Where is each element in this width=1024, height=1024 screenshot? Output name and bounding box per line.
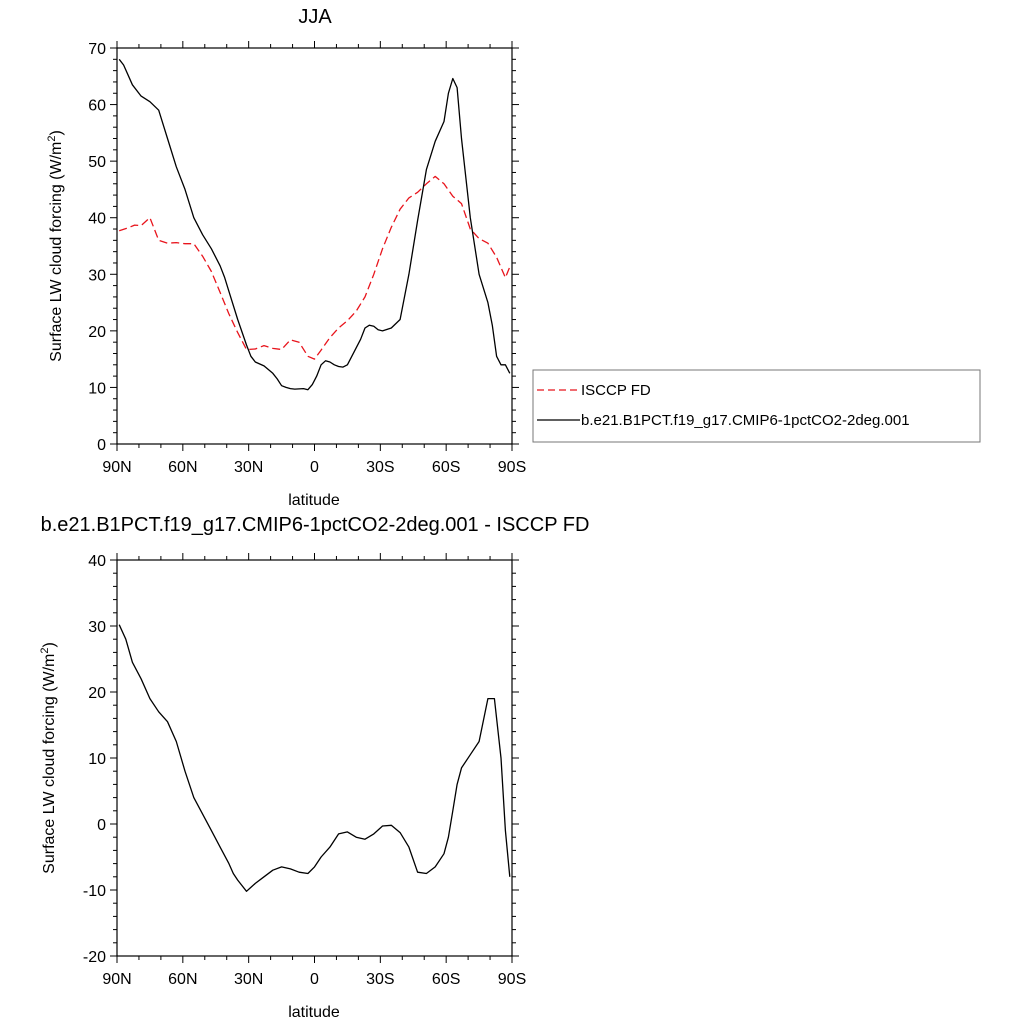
top-y-tick-label: 0 [97,437,106,454]
top-legend: ISCCP FD b.e21.B1PCT.f19_g17.CMIP6-1pctC… [532,369,981,443]
top-y-tick-label: 50 [88,154,106,171]
legend-label-model: b.e21.B1PCT.f19_g17.CMIP6-1pctCO2-2deg.0… [581,412,910,429]
top-x-axis: 90N 60N 30N 0 30S 60S 90S [102,41,526,476]
bottom-panel: b.e21.B1PCT.f19_g17.CMIP6-1pctCO2-2deg.0… [39,514,589,1021]
bottom-y-axis-label-close: ) [41,642,58,647]
top-y-tick-label: 10 [88,380,106,397]
top-x-tick-label: 90N [102,459,131,476]
bottom-y-tick-label: 20 [88,685,106,702]
bottom-x-tick-label: 90N [102,971,131,988]
bottom-plot-frame [116,559,513,957]
bottom-y-tick-label: 10 [88,751,106,768]
top-y-axis-label: Surface LW cloud forcing (W/m2) [46,130,65,362]
top-x-tick-label: 60S [432,459,460,476]
top-x-tick-label: 0 [310,459,319,476]
top-x-tick-label: 90S [498,459,526,476]
top-y-tick-label: 30 [88,267,106,284]
top-x-tick-label: 60N [168,459,197,476]
bottom-x-tick-label: 60N [168,971,197,988]
bottom-y-axis-label-sup: 2 [39,647,51,653]
top-y-tick-label: 70 [88,41,106,58]
legend-label-isccp: ISCCP FD [581,382,651,399]
bottom-x-axis-label: latitude [288,1004,340,1021]
top-x-tick-label: 30N [234,459,263,476]
top-y-tick-label: 60 [88,98,106,115]
top-series-line-1 [118,58,511,391]
bottom-series-line-0 [118,624,511,892]
bottom-x-tick-label: 30S [366,971,394,988]
top-series-line-0 [119,175,511,360]
top-x-tick-label: 30S [366,459,394,476]
top-y-tick-label: 20 [88,324,106,341]
bottom-x-tick-label: 90S [498,971,526,988]
top-y-axis-label-main: Surface LW cloud forcing (W/m [48,142,65,362]
top-y-axis-label-close: ) [48,130,65,135]
bottom-y-axis-label-main: Surface LW cloud forcing (W/m [41,654,58,874]
legend-box [532,369,981,443]
bottom-chart-title: b.e21.B1PCT.f19_g17.CMIP6-1pctCO2-2deg.0… [41,514,590,536]
bottom-y-tick-label: -20 [83,949,106,966]
bottom-x-tick-label: 30N [234,971,263,988]
bottom-y-tick-label: 0 [97,817,106,834]
top-series-group [118,58,511,391]
bottom-x-tick-label: 0 [310,971,319,988]
bottom-x-tick-label: 60S [432,971,460,988]
top-plot-frame [116,47,513,445]
bottom-y-tick-label: 30 [88,619,106,636]
bottom-series-group [118,624,511,892]
top-x-axis-label: latitude [288,492,340,509]
top-chart-title: JJA [298,6,332,28]
bottom-y-axis-label: Surface LW cloud forcing (W/m2) [39,642,58,874]
bottom-y-tick-label: 40 [88,553,106,570]
top-y-tick-label: 40 [88,211,106,228]
top-y-axis: 0 10 20 30 40 50 60 70 [88,41,519,454]
bottom-y-tick-label: -10 [83,883,106,900]
bottom-x-axis: 90N 60N 30N 0 30S 60S 90S [102,553,526,988]
bottom-y-axis: -20 -10 0 10 20 30 40 [83,553,519,966]
top-y-axis-label-sup: 2 [46,135,58,141]
